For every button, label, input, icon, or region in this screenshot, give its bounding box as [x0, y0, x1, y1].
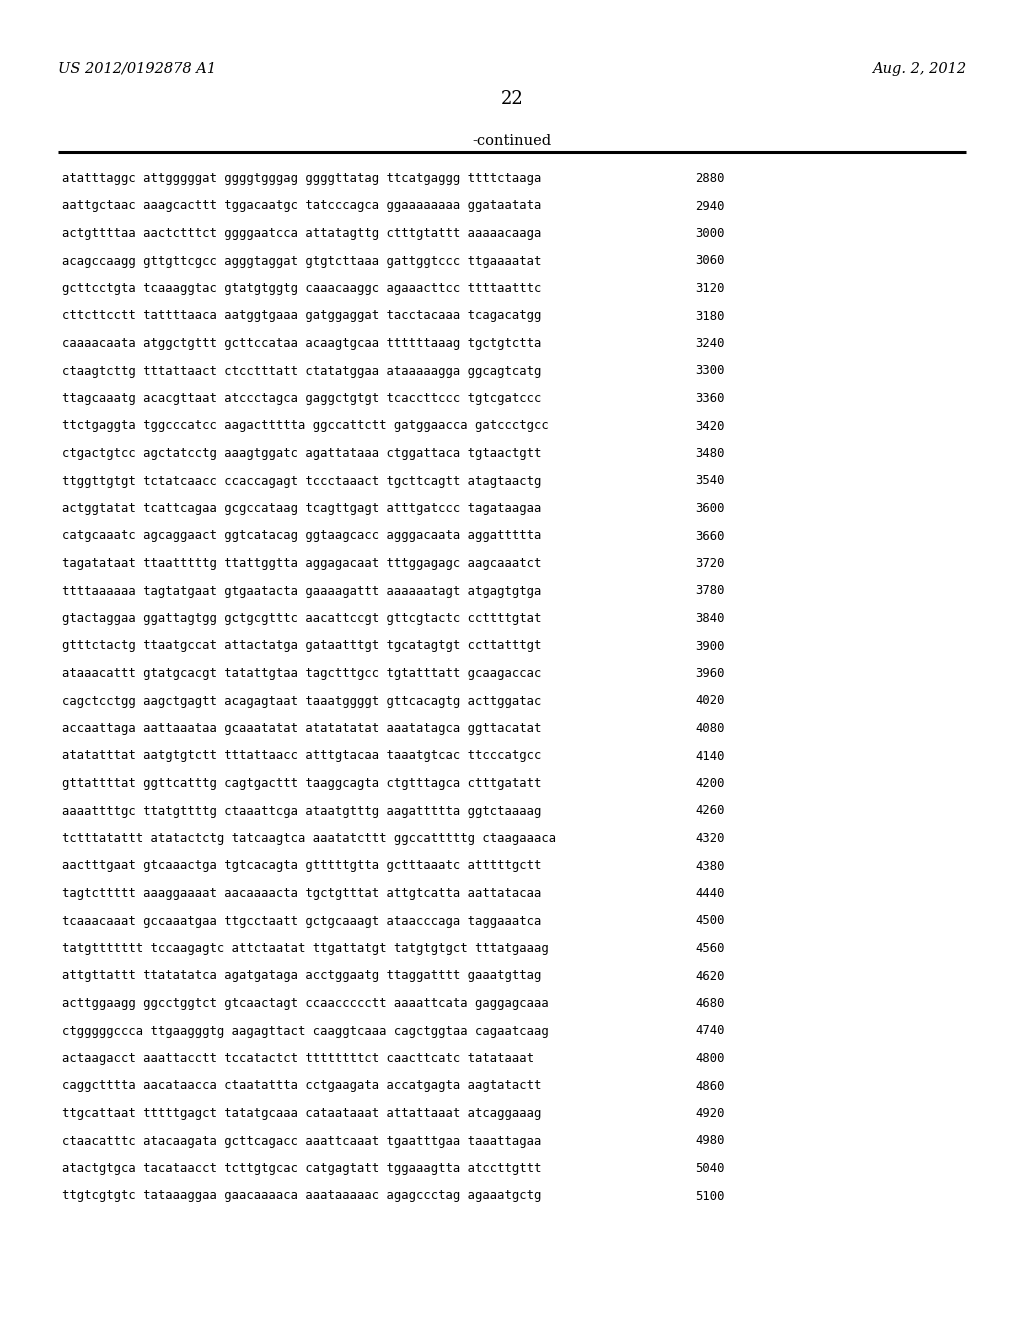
Text: 3420: 3420: [695, 420, 725, 433]
Text: 4800: 4800: [695, 1052, 725, 1065]
Text: cttcttcctt tattttaaca aatggtgaaa gatggaggat tacctacaaa tcagacatgg: cttcttcctt tattttaaca aatggtgaaa gatggag…: [62, 309, 542, 322]
Text: atatatttat aatgtgtctt tttattaacc atttgtacaa taaatgtcac ttcccatgcc: atatatttat aatgtgtctt tttattaacc atttgta…: [62, 750, 542, 763]
Text: tagtcttttt aaaggaaaat aacaaaacta tgctgtttat attgtcatta aattatacaa: tagtcttttt aaaggaaaat aacaaaacta tgctgtt…: [62, 887, 542, 900]
Text: 3240: 3240: [695, 337, 725, 350]
Text: 2940: 2940: [695, 199, 725, 213]
Text: caaaacaata atggctgttt gcttccataa acaagtgcaa ttttttaaag tgctgtctta: caaaacaata atggctgttt gcttccataa acaagtg…: [62, 337, 542, 350]
Text: gtttctactg ttaatgccat attactatga gataatttgt tgcatagtgt ccttatttgt: gtttctactg ttaatgccat attactatga gataatt…: [62, 639, 542, 652]
Text: tagatataat ttaatttttg ttattggtta aggagacaat tttggagagc aagcaaatct: tagatataat ttaatttttg ttattggtta aggagac…: [62, 557, 542, 570]
Text: 4260: 4260: [695, 804, 725, 817]
Text: 3300: 3300: [695, 364, 725, 378]
Text: atatttaggc attgggggat ggggtgggag ggggttatag ttcatgaggg ttttctaaga: atatttaggc attgggggat ggggtgggag ggggtta…: [62, 172, 542, 185]
Text: ctgactgtcc agctatcctg aaagtggatc agattataaa ctggattaca tgtaactgtt: ctgactgtcc agctatcctg aaagtggatc agattat…: [62, 447, 542, 459]
Text: catgcaaatc agcaggaact ggtcatacag ggtaagcacc agggacaata aggattttta: catgcaaatc agcaggaact ggtcatacag ggtaagc…: [62, 529, 542, 543]
Text: 4320: 4320: [695, 832, 725, 845]
Text: actggtatat tcattcagaa gcgccataag tcagttgagt atttgatccc tagataagaa: actggtatat tcattcagaa gcgccataag tcagttg…: [62, 502, 542, 515]
Text: 3600: 3600: [695, 502, 725, 515]
Text: ctaagtcttg tttattaact ctcctttatt ctatatggaa ataaaaagga ggcagtcatg: ctaagtcttg tttattaact ctcctttatt ctatatg…: [62, 364, 542, 378]
Text: tctttatattt atatactctg tatcaagtca aaatatcttt ggccatttttg ctaagaaaca: tctttatattt atatactctg tatcaagtca aaatat…: [62, 832, 556, 845]
Text: caggctttta aacataacca ctaatattta cctgaagata accatgagta aagtatactt: caggctttta aacataacca ctaatattta cctgaag…: [62, 1080, 542, 1093]
Text: ttagcaaatg acacgttaat atccctagca gaggctgtgt tcaccttccc tgtcgatccc: ttagcaaatg acacgttaat atccctagca gaggctg…: [62, 392, 542, 405]
Text: ttggttgtgt tctatcaacc ccaccagagt tccctaaact tgcttcagtt atagtaactg: ttggttgtgt tctatcaacc ccaccagagt tccctaa…: [62, 474, 542, 487]
Text: 3180: 3180: [695, 309, 725, 322]
Text: actaagacct aaattacctt tccatactct ttttttttct caacttcatc tatataaat: actaagacct aaattacctt tccatactct ttttttt…: [62, 1052, 534, 1065]
Text: 3780: 3780: [695, 585, 725, 598]
Text: ttctgaggta tggcccatcc aagacttttta ggccattctt gatggaacca gatccctgcc: ttctgaggta tggcccatcc aagacttttta ggccat…: [62, 420, 549, 433]
Text: 4200: 4200: [695, 777, 725, 789]
Text: Aug. 2, 2012: Aug. 2, 2012: [871, 62, 966, 77]
Text: ataaacattt gtatgcacgt tatattgtaa tagctttgcc tgtatttatt gcaagaccac: ataaacattt gtatgcacgt tatattgtaa tagcttt…: [62, 667, 542, 680]
Text: 4980: 4980: [695, 1134, 725, 1147]
Text: acttggaagg ggcctggtct gtcaactagt ccaaccccctt aaaattcata gaggagcaaa: acttggaagg ggcctggtct gtcaactagt ccaaccc…: [62, 997, 549, 1010]
Text: ctaacatttc atacaagata gcttcagacc aaattcaaat tgaatttgaa taaattagaa: ctaacatttc atacaagata gcttcagacc aaattca…: [62, 1134, 542, 1147]
Text: 4680: 4680: [695, 997, 725, 1010]
Text: 3060: 3060: [695, 255, 725, 268]
Text: 22: 22: [501, 90, 523, 108]
Text: attgttattt ttatatatca agatgataga acctggaatg ttaggatttt gaaatgttag: attgttattt ttatatatca agatgataga acctgga…: [62, 969, 542, 982]
Text: 4020: 4020: [695, 694, 725, 708]
Text: gcttcctgta tcaaaggtac gtatgtggtg caaacaaggc agaaacttcc ttttaatttc: gcttcctgta tcaaaggtac gtatgtggtg caaacaa…: [62, 282, 542, 294]
Text: tcaaacaaat gccaaatgaa ttgcctaatt gctgcaaagt ataacccaga taggaaatca: tcaaacaaat gccaaatgaa ttgcctaatt gctgcaa…: [62, 915, 542, 928]
Text: ttgcattaat tttttgagct tatatgcaaa cataataaat attattaaat atcaggaaag: ttgcattaat tttttgagct tatatgcaaa cataata…: [62, 1107, 542, 1119]
Text: aactttgaat gtcaaactga tgtcacagta gtttttgtta gctttaaatc atttttgctt: aactttgaat gtcaaactga tgtcacagta gtttttg…: [62, 859, 542, 873]
Text: ttgtcgtgtc tataaaggaa gaacaaaaca aaataaaaac agagccctag agaaatgctg: ttgtcgtgtc tataaaggaa gaacaaaaca aaataaa…: [62, 1189, 542, 1203]
Text: gttattttat ggttcatttg cagtgacttt taaggcagta ctgtttagca ctttgatatt: gttattttat ggttcatttg cagtgacttt taaggca…: [62, 777, 542, 789]
Text: 3540: 3540: [695, 474, 725, 487]
Text: 4620: 4620: [695, 969, 725, 982]
Text: 2880: 2880: [695, 172, 725, 185]
Text: 3840: 3840: [695, 612, 725, 624]
Text: 3000: 3000: [695, 227, 725, 240]
Text: 5100: 5100: [695, 1189, 725, 1203]
Text: 4560: 4560: [695, 942, 725, 954]
Text: 3120: 3120: [695, 282, 725, 294]
Text: 3660: 3660: [695, 529, 725, 543]
Text: accaattaga aattaaataa gcaaatatat atatatatat aaatatagca ggttacatat: accaattaga aattaaataa gcaaatatat atatata…: [62, 722, 542, 735]
Text: 4080: 4080: [695, 722, 725, 735]
Text: cagctcctgg aagctgagtt acagagtaat taaatggggt gttcacagtg acttggatac: cagctcctgg aagctgagtt acagagtaat taaatgg…: [62, 694, 542, 708]
Text: 3960: 3960: [695, 667, 725, 680]
Text: aattgctaac aaagcacttt tggacaatgc tatcccagca ggaaaaaaaa ggataatata: aattgctaac aaagcacttt tggacaatgc tatccca…: [62, 199, 542, 213]
Text: 3900: 3900: [695, 639, 725, 652]
Text: gtactaggaa ggattagtgg gctgcgtttc aacattccgt gttcgtactc ccttttgtat: gtactaggaa ggattagtgg gctgcgtttc aacattc…: [62, 612, 542, 624]
Text: aaaattttgc ttatgttttg ctaaattcga ataatgtttg aagattttta ggtctaaaag: aaaattttgc ttatgttttg ctaaattcga ataatgt…: [62, 804, 542, 817]
Text: 4140: 4140: [695, 750, 725, 763]
Text: -continued: -continued: [472, 135, 552, 148]
Text: 4440: 4440: [695, 887, 725, 900]
Text: ctgggggccca ttgaagggtg aagagttact caaggtcaaa cagctggtaa cagaatcaag: ctgggggccca ttgaagggtg aagagttact caaggt…: [62, 1024, 549, 1038]
Text: ttttaaaaaa tagtatgaat gtgaatacta gaaaagattt aaaaaatagt atgagtgtga: ttttaaaaaa tagtatgaat gtgaatacta gaaaaga…: [62, 585, 542, 598]
Text: actgttttaa aactctttct ggggaatcca attatagttg ctttgtattt aaaaacaaga: actgttttaa aactctttct ggggaatcca attatag…: [62, 227, 542, 240]
Text: atactgtgca tacataacct tcttgtgcac catgagtatt tggaaagtta atccttgttt: atactgtgca tacataacct tcttgtgcac catgagt…: [62, 1162, 542, 1175]
Text: tatgttttttt tccaagagtc attctaatat ttgattatgt tatgtgtgct tttatgaaag: tatgttttttt tccaagagtc attctaatat ttgatt…: [62, 942, 549, 954]
Text: 4860: 4860: [695, 1080, 725, 1093]
Text: 4500: 4500: [695, 915, 725, 928]
Text: acagccaagg gttgttcgcc agggtaggat gtgtcttaaa gattggtccc ttgaaaatat: acagccaagg gttgttcgcc agggtaggat gtgtctt…: [62, 255, 542, 268]
Text: 3480: 3480: [695, 447, 725, 459]
Text: 4920: 4920: [695, 1107, 725, 1119]
Text: 3720: 3720: [695, 557, 725, 570]
Text: 3360: 3360: [695, 392, 725, 405]
Text: 4380: 4380: [695, 859, 725, 873]
Text: 4740: 4740: [695, 1024, 725, 1038]
Text: 5040: 5040: [695, 1162, 725, 1175]
Text: US 2012/0192878 A1: US 2012/0192878 A1: [58, 62, 216, 77]
